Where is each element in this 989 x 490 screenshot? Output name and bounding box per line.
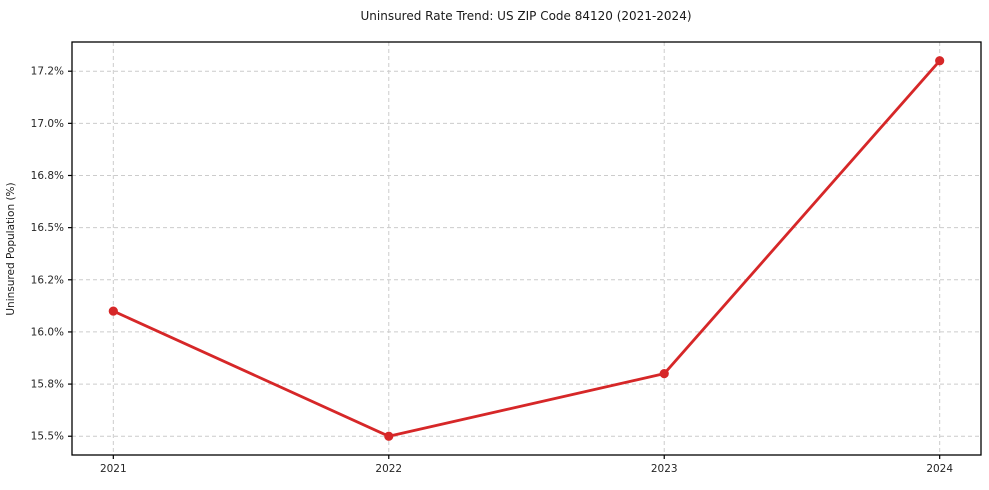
y-tick-label: 15.8% [31, 379, 64, 391]
y-tick-label: 17.2% [31, 66, 64, 78]
y-axis-label: Uninsured Population (%) [5, 182, 17, 315]
data-point [659, 369, 669, 379]
x-tick-label: 2023 [651, 463, 678, 475]
x-tick-label: 2024 [926, 463, 953, 475]
trend-line [111, 59, 942, 438]
data-point [384, 431, 394, 441]
y-tick-label: 17.0% [31, 118, 64, 130]
y-tick-label: 16.0% [31, 326, 64, 338]
y-tick-label: 16.2% [31, 274, 64, 286]
data-point [935, 56, 945, 66]
plot-border [71, 41, 982, 456]
plot-area: 2021 2022 2023 2024 15.5% 15.8% 16.0% 16.2% 16.5… [31, 41, 982, 475]
data-point [108, 306, 118, 316]
chart-title: Uninsured Rate Trend: US ZIP Code 84120 … [360, 9, 691, 23]
y-tick-label: 16.8% [31, 170, 64, 182]
y-tick-label: 15.5% [31, 431, 64, 443]
y-tick-label: 16.5% [31, 222, 64, 234]
x-tick-label: 2022 [375, 463, 402, 475]
x-tick-label: 2021 [100, 463, 127, 475]
